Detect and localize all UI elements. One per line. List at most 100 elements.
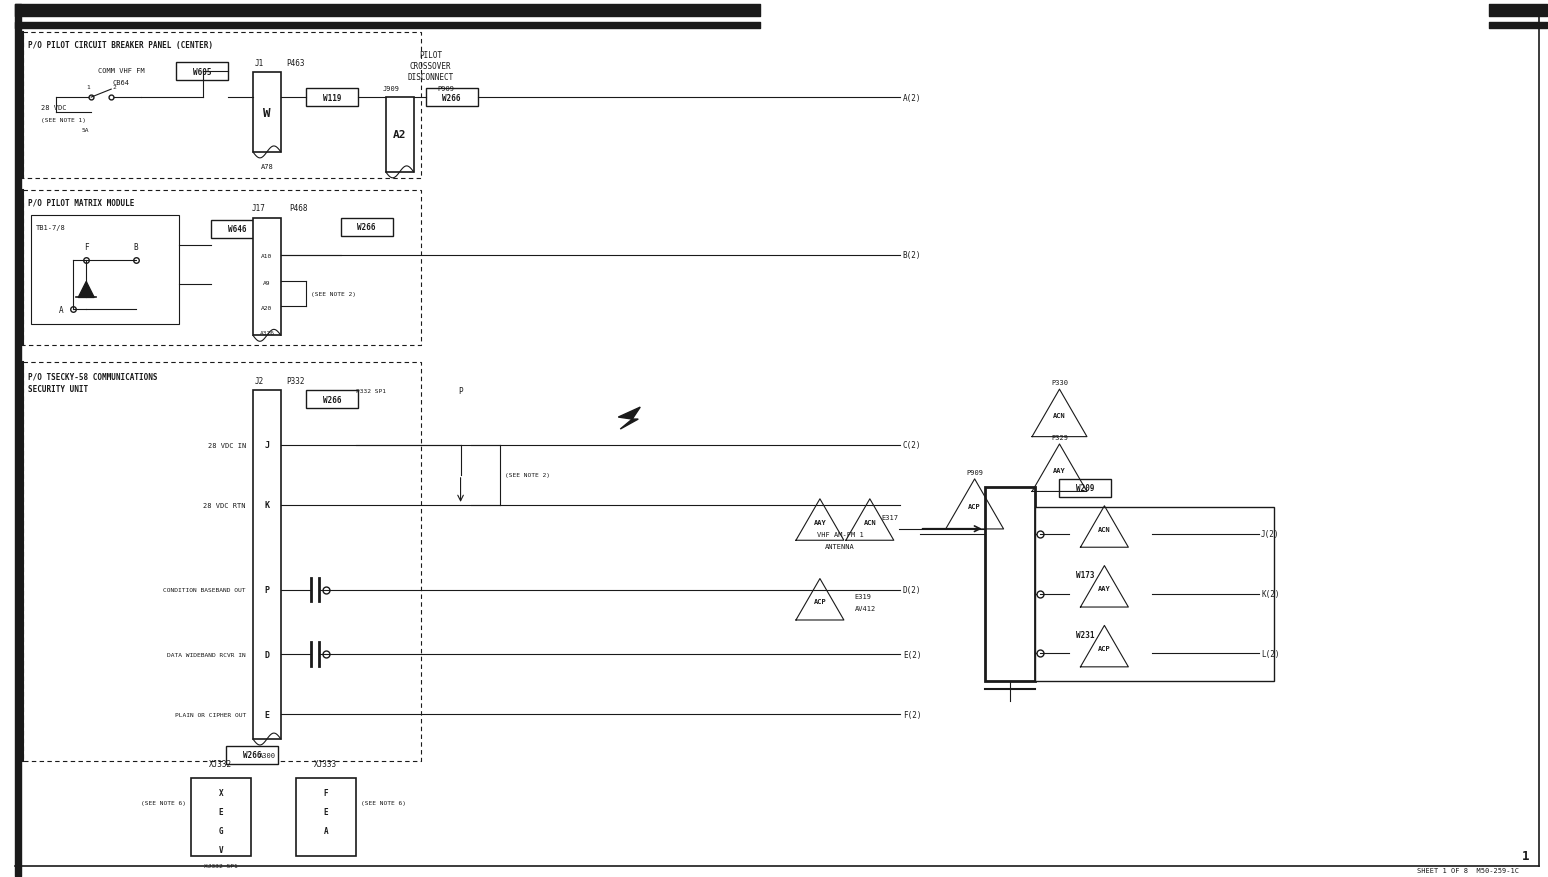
Bar bbox=[1059, 480, 1111, 497]
Text: A20: A20 bbox=[262, 305, 272, 310]
Bar bbox=[426, 89, 477, 107]
Bar bbox=[226, 746, 279, 764]
Text: V: V bbox=[218, 845, 223, 854]
Text: A: A bbox=[324, 826, 328, 835]
Bar bbox=[985, 488, 1034, 681]
Text: 28 VDC: 28 VDC bbox=[42, 105, 67, 111]
Text: (SEE NOTE 6): (SEE NOTE 6) bbox=[141, 801, 186, 805]
Text: A326: A326 bbox=[260, 331, 274, 336]
Text: CB64: CB64 bbox=[113, 80, 130, 86]
Text: W266: W266 bbox=[322, 396, 341, 404]
Text: G: G bbox=[218, 826, 223, 835]
Text: F: F bbox=[324, 788, 328, 797]
Text: W266: W266 bbox=[358, 223, 376, 232]
Text: E: E bbox=[324, 808, 328, 816]
Text: (SEE NOTE 2): (SEE NOTE 2) bbox=[311, 292, 356, 296]
Text: J(2): J(2) bbox=[1262, 530, 1280, 538]
Text: (SEE NOTE 6): (SEE NOTE 6) bbox=[361, 801, 406, 805]
Text: K: K bbox=[265, 501, 269, 510]
Text: A2: A2 bbox=[393, 131, 407, 140]
Bar bbox=[23, 33, 421, 179]
Bar bbox=[31, 216, 180, 325]
Text: VHF AM-FM 1: VHF AM-FM 1 bbox=[816, 531, 864, 537]
Bar bbox=[23, 190, 421, 346]
Text: C(2): C(2) bbox=[902, 441, 921, 450]
Text: F: F bbox=[84, 243, 88, 252]
Bar bbox=[1034, 507, 1274, 681]
Text: 28 VDC IN: 28 VDC IN bbox=[207, 443, 246, 448]
Text: SECURITY UNIT: SECURITY UNIT bbox=[28, 384, 88, 393]
Text: J1: J1 bbox=[254, 59, 263, 68]
Text: 1: 1 bbox=[1522, 849, 1529, 862]
Text: P/O TSECKY-58 COMMUNICATIONS: P/O TSECKY-58 COMMUNICATIONS bbox=[28, 372, 158, 381]
Text: J17: J17 bbox=[252, 204, 266, 213]
Text: W119: W119 bbox=[322, 94, 341, 103]
Bar bbox=[341, 218, 393, 237]
Text: ACP: ACP bbox=[968, 503, 981, 510]
Text: XJ332 SP1: XJ332 SP1 bbox=[204, 863, 238, 868]
Text: ACP: ACP bbox=[814, 599, 827, 604]
Text: W266: W266 bbox=[443, 94, 461, 103]
Text: A9: A9 bbox=[263, 281, 271, 286]
Text: P/O PILOT MATRIX MODULE: P/O PILOT MATRIX MODULE bbox=[28, 198, 135, 207]
Text: P332: P332 bbox=[286, 376, 305, 385]
Text: W209: W209 bbox=[1076, 484, 1094, 493]
Text: P: P bbox=[458, 386, 463, 396]
Bar bbox=[1059, 566, 1111, 584]
Text: L(2): L(2) bbox=[1262, 649, 1280, 658]
Text: AV412: AV412 bbox=[854, 606, 876, 612]
Text: TB1-7/8: TB1-7/8 bbox=[36, 225, 67, 231]
Text: AAY: AAY bbox=[1053, 467, 1067, 474]
Text: W646: W646 bbox=[228, 225, 246, 234]
Bar bbox=[190, 778, 251, 856]
Text: CONDITION BASEBAND OUT: CONDITION BASEBAND OUT bbox=[164, 588, 246, 592]
Text: A78: A78 bbox=[260, 164, 274, 169]
Text: P909: P909 bbox=[966, 469, 983, 475]
Text: P332 SP1: P332 SP1 bbox=[356, 389, 385, 393]
Text: D: D bbox=[265, 650, 269, 659]
Text: ACN: ACN bbox=[1098, 526, 1111, 532]
Text: AAY: AAY bbox=[1098, 586, 1111, 592]
Text: X: X bbox=[218, 788, 223, 797]
Text: ANTENNA: ANTENNA bbox=[825, 543, 854, 549]
Polygon shape bbox=[618, 408, 641, 430]
Bar bbox=[307, 391, 358, 409]
Text: P909: P909 bbox=[437, 86, 454, 92]
Text: D(2): D(2) bbox=[902, 585, 921, 595]
Bar bbox=[296, 778, 356, 856]
Bar bbox=[385, 98, 413, 173]
Polygon shape bbox=[79, 282, 94, 298]
Text: PILOT: PILOT bbox=[420, 51, 443, 60]
Text: W231: W231 bbox=[1076, 631, 1094, 639]
Text: PLAIN OR CIPHER OUT: PLAIN OR CIPHER OUT bbox=[175, 712, 246, 717]
Text: XJ332: XJ332 bbox=[209, 759, 232, 768]
Text: P: P bbox=[265, 585, 269, 595]
Bar bbox=[23, 363, 421, 761]
Text: J2: J2 bbox=[254, 376, 263, 385]
Text: A10: A10 bbox=[262, 253, 272, 259]
Text: 28 VDC RTN: 28 VDC RTN bbox=[203, 503, 246, 508]
Text: E319: E319 bbox=[854, 594, 872, 600]
Text: ACP: ACP bbox=[1098, 645, 1111, 652]
Text: P329: P329 bbox=[1051, 434, 1068, 440]
Text: W605: W605 bbox=[194, 68, 211, 76]
Text: P463: P463 bbox=[286, 59, 305, 68]
Text: P468: P468 bbox=[289, 204, 308, 213]
Text: E317: E317 bbox=[882, 514, 899, 520]
Text: P330: P330 bbox=[1051, 380, 1068, 386]
Bar bbox=[252, 218, 280, 336]
Text: F(2): F(2) bbox=[902, 709, 921, 719]
Text: J: J bbox=[265, 441, 269, 450]
Text: ACN: ACN bbox=[1053, 413, 1067, 419]
Text: ACN: ACN bbox=[864, 519, 876, 525]
Text: CROSSOVER: CROSSOVER bbox=[410, 61, 452, 71]
Text: AAY: AAY bbox=[814, 519, 827, 525]
Text: E: E bbox=[218, 808, 223, 816]
Bar bbox=[307, 89, 358, 107]
Text: 1: 1 bbox=[87, 84, 90, 89]
Text: E: E bbox=[265, 709, 269, 719]
Text: COMM VHF FM: COMM VHF FM bbox=[98, 68, 144, 74]
Text: W: W bbox=[263, 106, 271, 119]
Bar bbox=[252, 73, 280, 153]
Text: K(2): K(2) bbox=[1262, 589, 1280, 598]
